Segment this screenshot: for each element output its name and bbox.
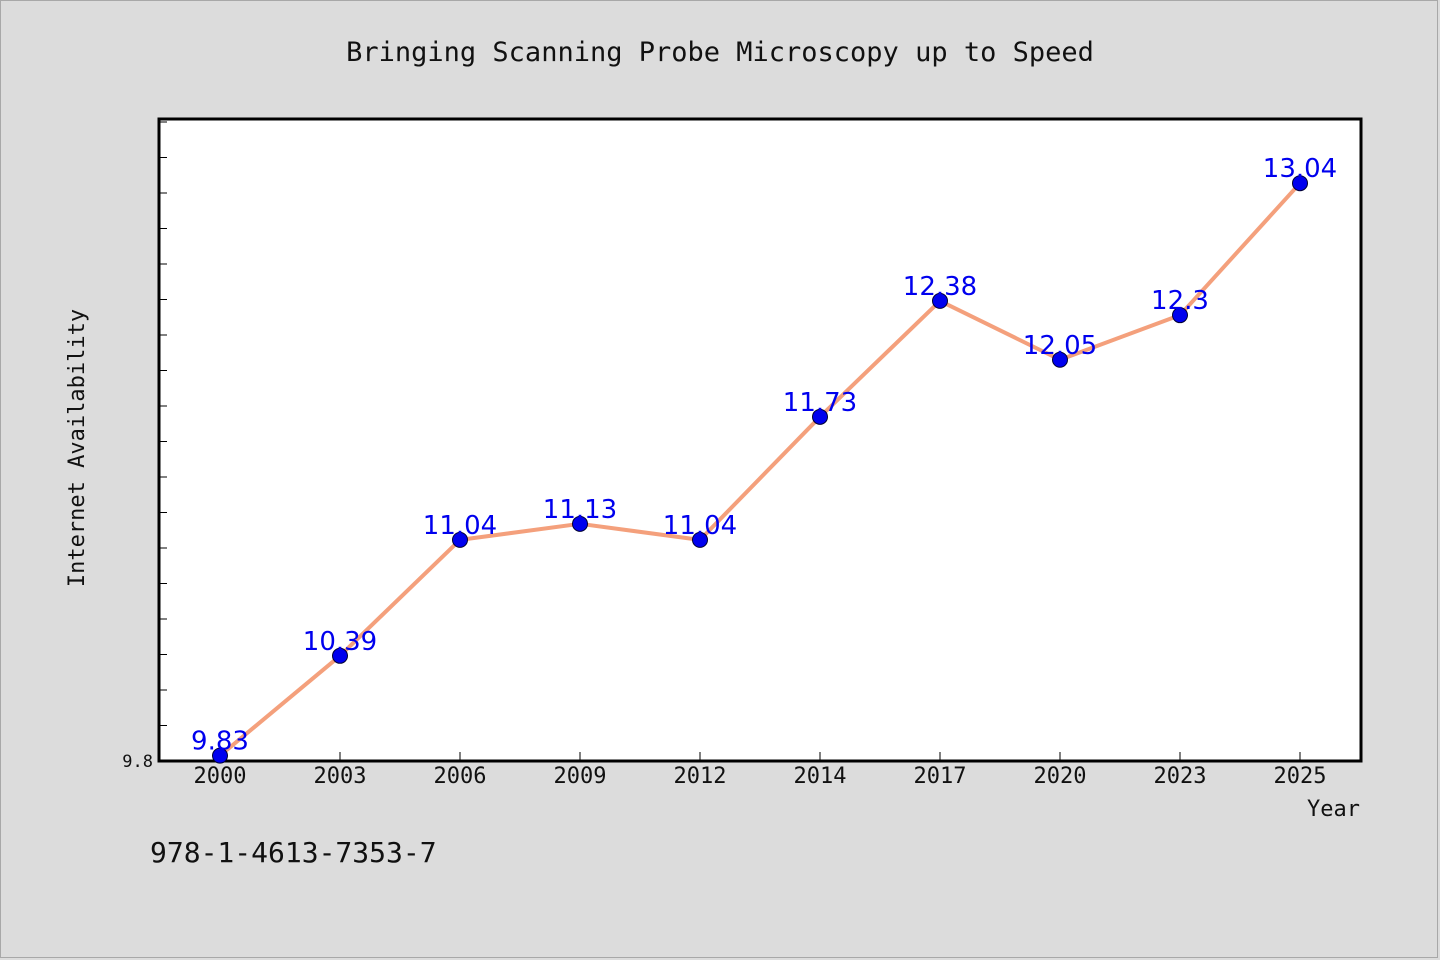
x-tick-label: 2012 <box>674 764 727 789</box>
x-tick-label: 2020 <box>1034 764 1087 789</box>
x-tick-label: 2003 <box>314 764 367 789</box>
x-axis-label: Year <box>1307 797 1360 822</box>
data-label: 12.05 <box>1023 331 1097 361</box>
data-label: 9.83 <box>191 727 249 757</box>
plot-area <box>159 119 1361 761</box>
data-label: 10.39 <box>303 627 377 657</box>
x-tick-label: 2017 <box>914 764 967 789</box>
x-tick-label: 2025 <box>1274 764 1327 789</box>
data-label: 12.38 <box>903 272 977 302</box>
y-axis-tick-labels: 9.8 <box>122 752 153 772</box>
footnote-isbn: 978-1-4613-7353-7 <box>150 836 437 869</box>
x-tick-label: 2006 <box>434 764 487 789</box>
x-tick-label: 2000 <box>194 764 247 789</box>
data-label: 11.73 <box>783 388 857 418</box>
chart-stage: Bringing Scanning Probe Microscopy up to… <box>0 0 1440 960</box>
x-tick-label: 2009 <box>554 764 607 789</box>
chart-title: Bringing Scanning Probe Microscopy up to… <box>346 37 1094 68</box>
data-label: 12.3 <box>1151 286 1209 316</box>
data-label: 13.04 <box>1263 154 1337 184</box>
data-label: 11.04 <box>423 511 497 541</box>
y-tick-label: 9.8 <box>122 752 153 772</box>
line-chart: Bringing Scanning Probe Microscopy up to… <box>0 0 1440 960</box>
data-label: 11.13 <box>543 495 617 525</box>
y-axis-label: Internet Availability <box>65 309 90 587</box>
x-tick-label: 2014 <box>794 764 847 789</box>
x-tick-label: 2023 <box>1154 764 1207 789</box>
data-label: 11.04 <box>663 511 737 541</box>
x-axis-tick-labels: 2000 2003 2006 2009 2012 2014 2017 2020 2023 2025 <box>194 764 1327 789</box>
